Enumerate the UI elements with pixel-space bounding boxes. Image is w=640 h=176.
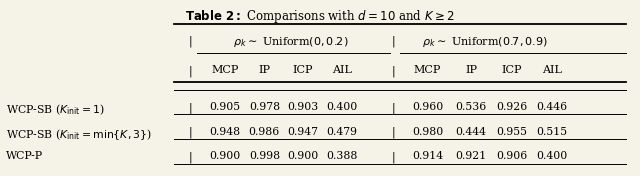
Text: 0.998: 0.998 bbox=[249, 151, 280, 161]
Text: 0.980: 0.980 bbox=[412, 127, 443, 137]
Text: 0.536: 0.536 bbox=[456, 102, 486, 112]
Text: |: | bbox=[189, 127, 193, 138]
Text: 0.900: 0.900 bbox=[287, 151, 318, 161]
Text: |: | bbox=[189, 102, 193, 114]
Text: |: | bbox=[189, 65, 193, 77]
Text: $\rho_k \sim$ Uniform$(0, 0.2)$: $\rho_k \sim$ Uniform$(0, 0.2)$ bbox=[234, 35, 349, 49]
Text: |: | bbox=[392, 127, 396, 138]
Text: IP: IP bbox=[465, 65, 477, 75]
Text: 0.515: 0.515 bbox=[536, 127, 567, 137]
Text: 0.914: 0.914 bbox=[412, 151, 443, 161]
Text: 0.906: 0.906 bbox=[497, 151, 527, 161]
Text: WCP-SB ($K_{\mathrm{init}} = 1$): WCP-SB ($K_{\mathrm{init}} = 1$) bbox=[6, 102, 105, 117]
Text: 0.960: 0.960 bbox=[412, 102, 443, 112]
Text: 0.400: 0.400 bbox=[536, 151, 567, 161]
Text: 0.905: 0.905 bbox=[210, 102, 241, 112]
Text: 0.948: 0.948 bbox=[210, 127, 241, 137]
Text: WCP-P: WCP-P bbox=[6, 151, 44, 161]
Text: 0.978: 0.978 bbox=[249, 102, 280, 112]
Text: 0.926: 0.926 bbox=[497, 102, 527, 112]
Text: |: | bbox=[189, 151, 193, 163]
Text: |: | bbox=[392, 151, 396, 163]
Text: ICP: ICP bbox=[292, 65, 313, 75]
Text: 0.947: 0.947 bbox=[287, 127, 318, 137]
Text: MCP: MCP bbox=[414, 65, 441, 75]
Text: WCP-SB ($K_{\mathrm{init}} = \min\{K, 3\}$): WCP-SB ($K_{\mathrm{init}} = \min\{K, 3\… bbox=[6, 127, 152, 142]
Text: |: | bbox=[392, 65, 396, 77]
Text: $\mathbf{Table\ 2:}$ Comparisons with $d = 10$ and $K \geq 2$: $\mathbf{Table\ 2:}$ Comparisons with $d… bbox=[185, 8, 455, 25]
Text: AIL: AIL bbox=[332, 65, 352, 75]
Text: 0.903: 0.903 bbox=[287, 102, 318, 112]
Text: 0.400: 0.400 bbox=[326, 102, 357, 112]
Text: 0.388: 0.388 bbox=[326, 151, 358, 161]
Text: 0.479: 0.479 bbox=[326, 127, 357, 137]
Text: 0.921: 0.921 bbox=[456, 151, 486, 161]
Text: 0.444: 0.444 bbox=[456, 127, 486, 137]
Text: MCP: MCP bbox=[212, 65, 239, 75]
Text: ICP: ICP bbox=[502, 65, 522, 75]
Text: |: | bbox=[392, 102, 396, 114]
Text: 0.446: 0.446 bbox=[536, 102, 567, 112]
Text: |: | bbox=[189, 35, 193, 47]
Text: AIL: AIL bbox=[541, 65, 562, 75]
Text: 0.955: 0.955 bbox=[497, 127, 527, 137]
Text: $\rho_k \sim$ Uniform$(0.7, 0.9)$: $\rho_k \sim$ Uniform$(0.7, 0.9)$ bbox=[422, 35, 548, 49]
Text: IP: IP bbox=[259, 65, 270, 75]
Text: |: | bbox=[392, 35, 396, 47]
Text: 0.900: 0.900 bbox=[210, 151, 241, 161]
Text: 0.986: 0.986 bbox=[249, 127, 280, 137]
